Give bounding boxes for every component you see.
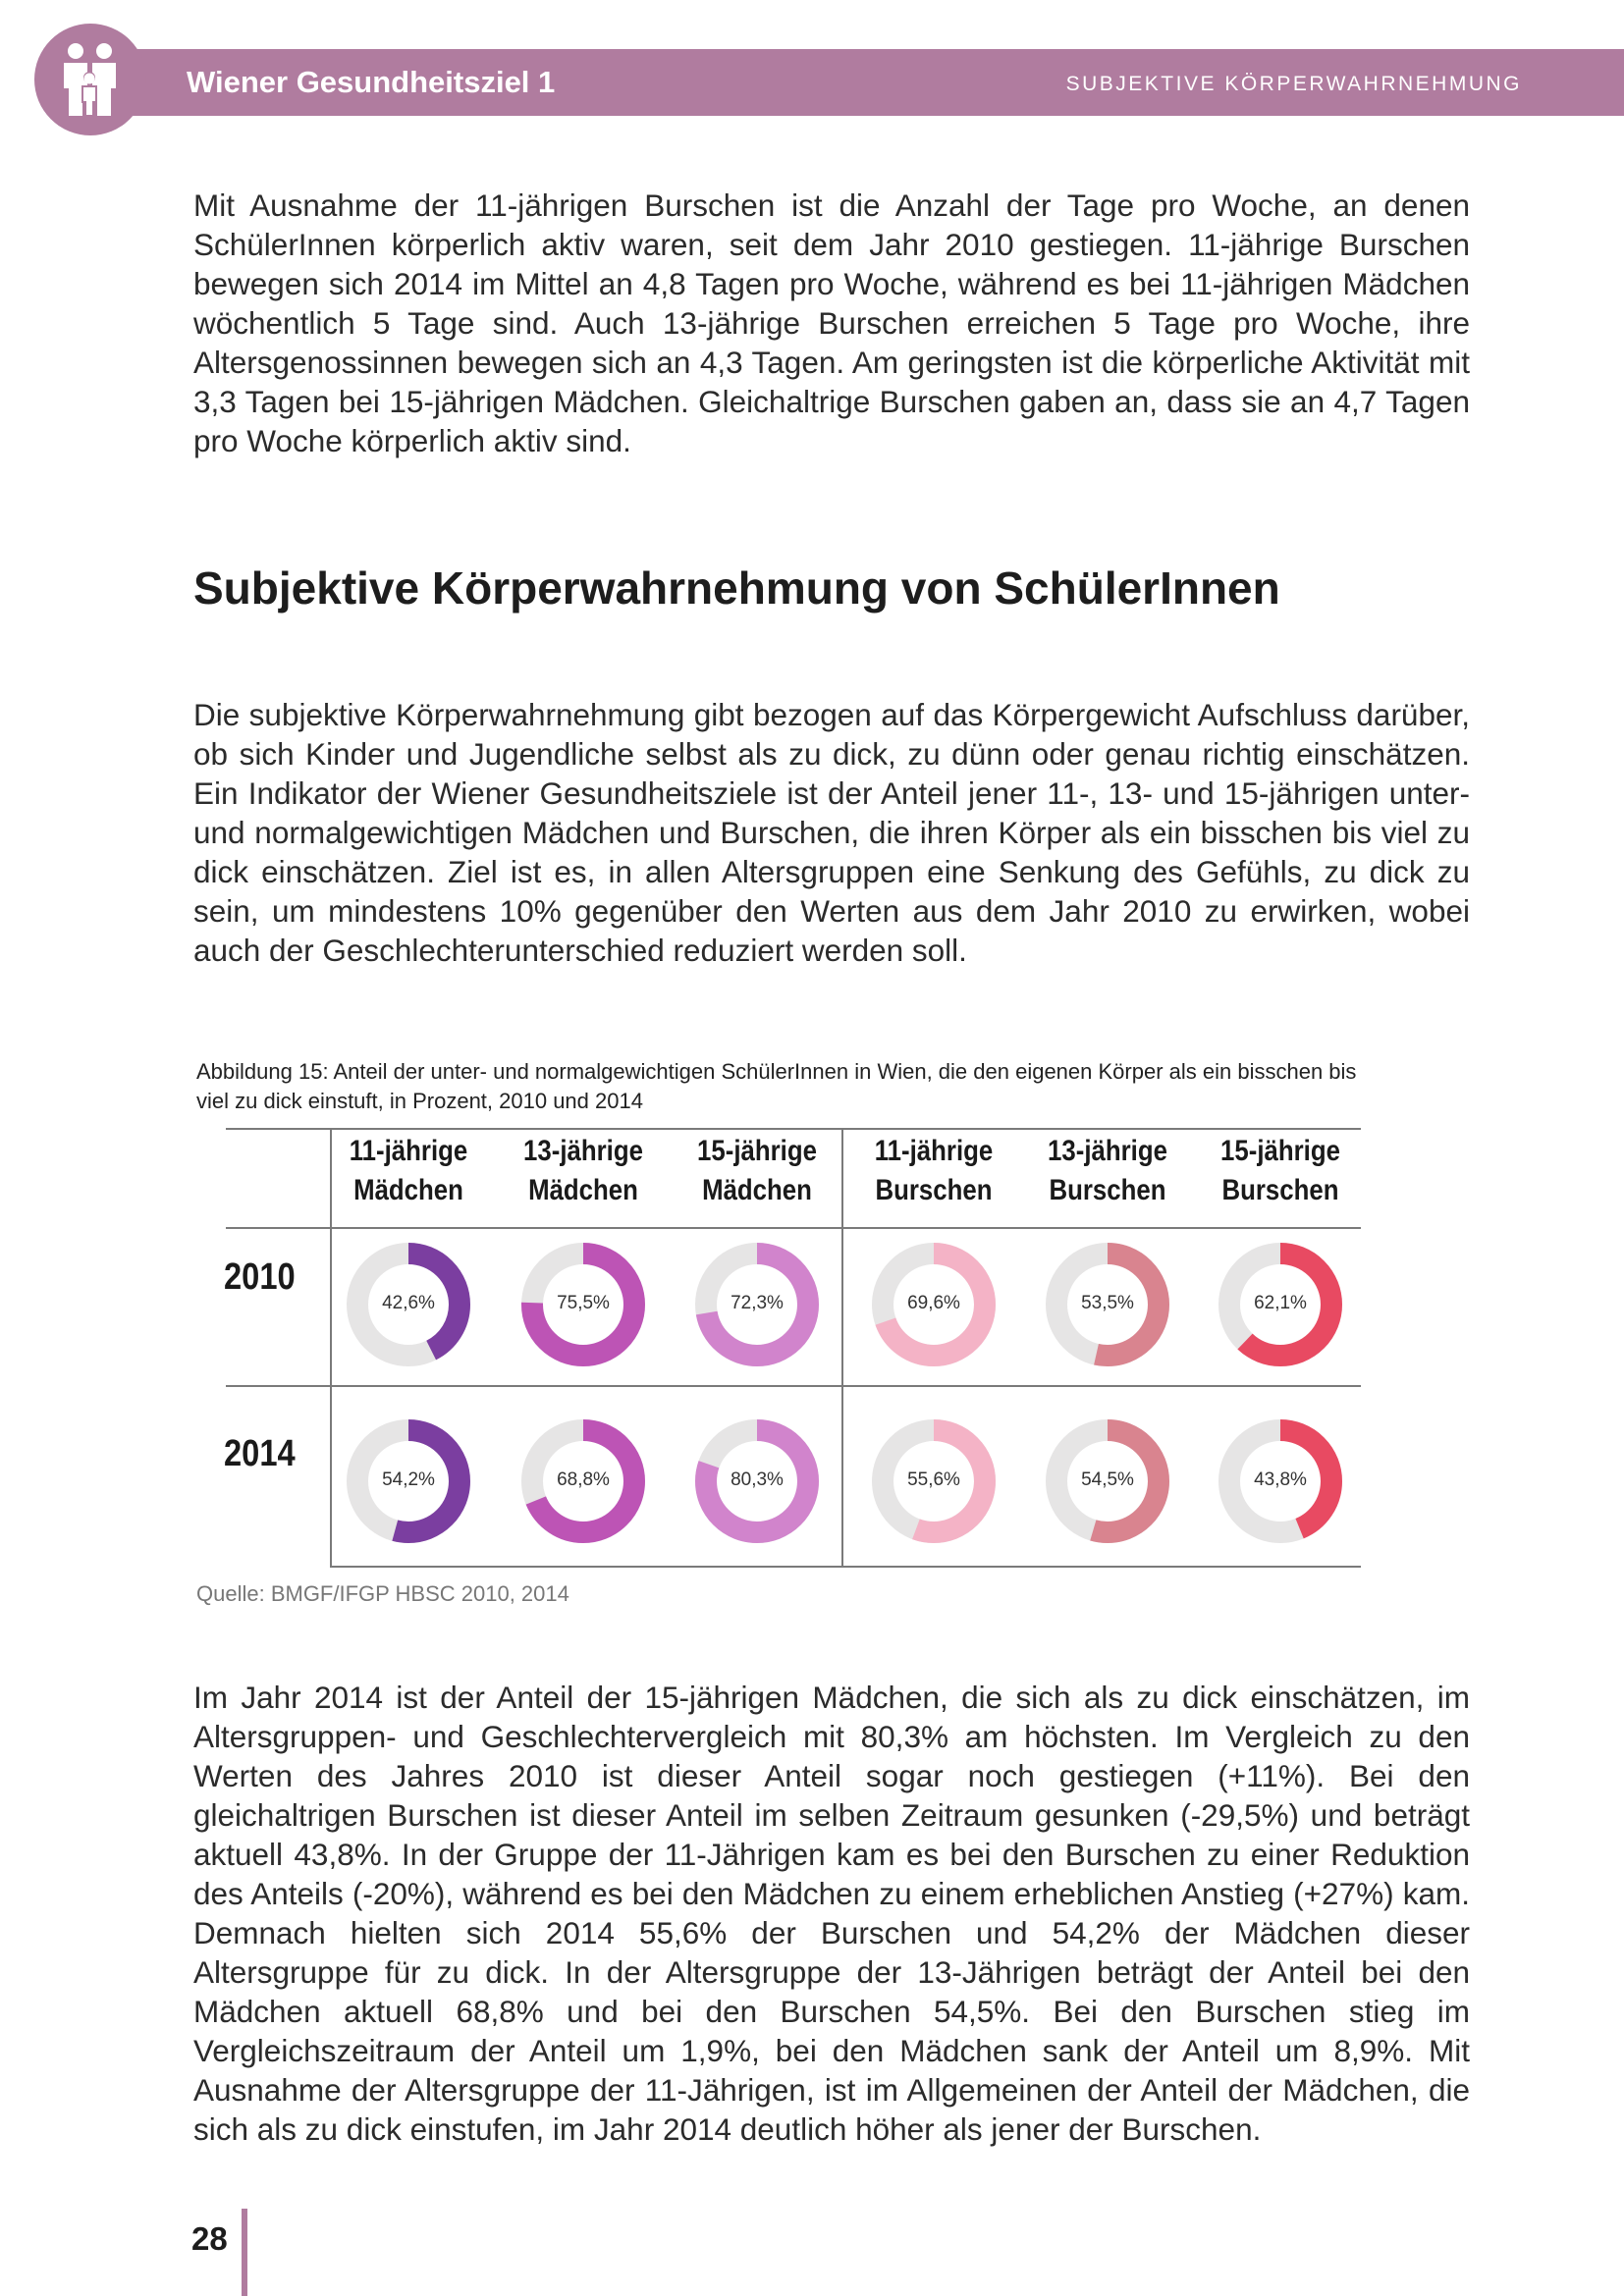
column-header-age: 11-jährige: [349, 1135, 468, 1167]
column-header: 15-jährige Mädchen: [681, 1132, 832, 1210]
figure-caption: Abbildung 15: Anteil der unter- und norm…: [196, 1059, 1357, 1113]
donut-value-label: 42,6%: [382, 1293, 435, 1313]
donut-value-arc: [347, 1419, 470, 1543]
donut-chart: [521, 1243, 645, 1366]
column-header-age: 13-jährige: [523, 1135, 643, 1167]
donut-value-label: 72,3%: [731, 1293, 784, 1313]
header-section-title: SUBJEKTIVE KÖRPERWAHRNEHMUNG: [1065, 73, 1522, 95]
family-icon: [34, 24, 146, 135]
donut-value-label: 75,5%: [557, 1293, 610, 1313]
row-header-year: 2014: [224, 1433, 296, 1474]
donut-chart: [521, 1419, 645, 1543]
column-header: 11-jährige Mädchen: [333, 1132, 483, 1210]
table-header-rule: [226, 1227, 1361, 1229]
donut-value-label: 55,6%: [907, 1469, 960, 1490]
column-header-age: 11-jährige: [874, 1135, 994, 1167]
donut-chart: [1218, 1419, 1342, 1543]
donut-value-arc: [1218, 1419, 1342, 1543]
donut-chart: [1046, 1243, 1169, 1366]
donut-value-arc: [1046, 1243, 1169, 1366]
donut-value-label: 69,6%: [907, 1293, 960, 1313]
donut-value-arc: [695, 1243, 819, 1366]
intro-paragraph: Mit Ausnahme der 11-jährigen Burschen is…: [193, 187, 1470, 458]
header-bar: Wiener Gesundheitsziel 1 SUBJEKTIVE KÖRP…: [79, 49, 1624, 116]
donut-chart: [1218, 1243, 1342, 1366]
table-row-rule: [226, 1385, 1361, 1387]
donut-chart: [347, 1243, 470, 1366]
column-header: 13-jährige Mädchen: [508, 1132, 658, 1210]
donut-value-arc: [521, 1243, 645, 1366]
column-header-group: Burschen: [1049, 1174, 1166, 1206]
figure-source: Quelle: BMGF/IFGP HBSC 2010, 2014: [196, 1581, 569, 1606]
row-header-year: 2010: [224, 1256, 296, 1298]
column-header-group: Mädchen: [702, 1174, 812, 1206]
column-header: 15-jährige Burschen: [1205, 1132, 1355, 1210]
donut-value-arc: [347, 1243, 470, 1366]
donut-value-arc: [521, 1419, 645, 1543]
header-title: Wiener Gesundheitsziel 1: [187, 65, 556, 99]
donut-chart: [347, 1419, 470, 1543]
donut-value-label: 62,1%: [1254, 1293, 1307, 1313]
donut-value-arc: [1218, 1243, 1342, 1366]
column-header-age: 15-jährige: [1220, 1135, 1340, 1167]
donut-chart: [695, 1419, 819, 1543]
table-bottom-rule: [330, 1566, 1361, 1568]
donut-value-label: 43,8%: [1254, 1469, 1307, 1490]
column-header: 13-jährige Burschen: [1032, 1132, 1182, 1210]
page-number-bar: [242, 2209, 247, 2296]
donut-chart: [872, 1243, 996, 1366]
description-paragraph: Die subjektive Körperwahrnehmung gibt be…: [193, 697, 1470, 968]
donut-value-label: 80,3%: [731, 1469, 784, 1490]
donut-chart: [695, 1243, 819, 1366]
column-header-age: 15-jährige: [697, 1135, 817, 1167]
column-header-group: Mädchen: [353, 1174, 463, 1206]
donut-value-label: 54,2%: [382, 1469, 435, 1490]
donut-value-arc: [695, 1419, 819, 1543]
section-heading: Subjektive Körperwahrnehmung von Schüler…: [193, 562, 1280, 614]
analysis-paragraph: Im Jahr 2014 ist der Anteil der 15-jähri…: [193, 1680, 1470, 2147]
donut-value-arc: [1046, 1419, 1169, 1543]
donut-value-label: 53,5%: [1081, 1293, 1134, 1313]
column-header-group: Burschen: [875, 1174, 993, 1206]
column-header-group: Burschen: [1221, 1174, 1339, 1206]
donut-chart: [1046, 1419, 1169, 1543]
column-header: 11-jährige Burschen: [858, 1132, 1008, 1210]
table-group-divider: [841, 1128, 843, 1566]
donut-value-label: 54,5%: [1081, 1469, 1134, 1490]
donut-chart: [872, 1419, 996, 1543]
column-header-age: 13-jährige: [1048, 1135, 1167, 1167]
donut-value-arc: [872, 1419, 996, 1543]
table-top-rule: [226, 1128, 1361, 1130]
page-number: 28: [191, 2220, 228, 2257]
donut-value-label: 68,8%: [557, 1469, 610, 1490]
table-left-rule: [330, 1128, 332, 1566]
column-header-group: Mädchen: [528, 1174, 638, 1206]
donut-value-arc: [872, 1243, 996, 1366]
